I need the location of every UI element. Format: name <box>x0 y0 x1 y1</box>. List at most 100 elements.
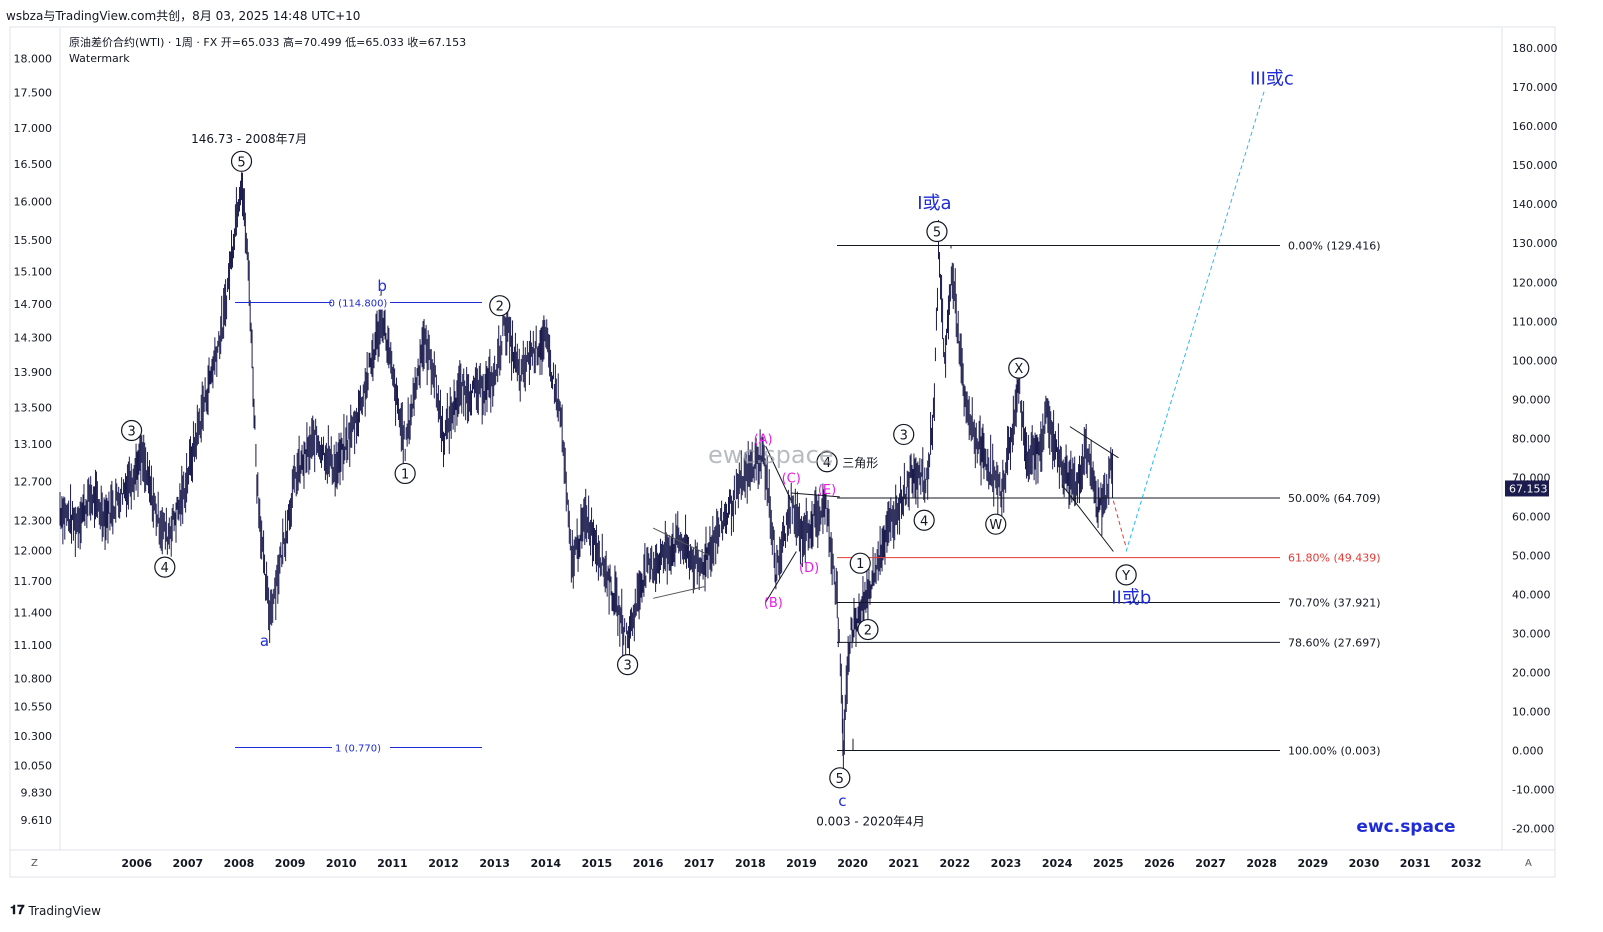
triangle-line <box>653 586 705 599</box>
right-axis-tick: 110.000 <box>1512 315 1558 328</box>
x-axis-tick: 2012 <box>428 857 459 870</box>
left-axis-tick: 12.300 <box>14 514 53 527</box>
right-axis-tick: 50.000 <box>1512 549 1551 562</box>
left-axis-tick: 12.700 <box>14 476 53 489</box>
left-axis-tick: 14.300 <box>14 332 53 345</box>
wave-label: 3 <box>127 425 135 440</box>
annotation: 146.73 - 2008年7月 <box>191 132 307 146</box>
fib-level-label: 78.60% (27.697) <box>1288 636 1381 649</box>
blue-fib-label-bg <box>332 295 390 310</box>
wave-label: Y <box>1121 569 1130 584</box>
wave-label: 5 <box>836 772 844 787</box>
wave-label: c <box>838 792 846 810</box>
x-axis-tick: 2025 <box>1093 857 1124 870</box>
wave-label: a <box>260 632 269 650</box>
right-axis-tick: 150.000 <box>1512 159 1558 172</box>
wave-label: b <box>377 277 387 295</box>
right-axis-tick: 180.000 <box>1512 42 1558 55</box>
symbol-info: 原油差价合约(WTI) · 1周 · FX 开=65.033 高=70.499 … <box>69 36 467 49</box>
left-axis-tick: 15.100 <box>14 266 53 279</box>
x-axis-tick: 2029 <box>1297 857 1328 870</box>
wave-label-circle <box>857 618 879 641</box>
x-axis-tick: 2023 <box>991 857 1022 870</box>
last-price-badge <box>1505 480 1549 497</box>
right-axis-tick: 30.000 <box>1512 627 1551 640</box>
blue-fib-label-bg <box>332 740 390 755</box>
right-axis-tick: 170.000 <box>1512 81 1558 94</box>
left-axis-tick: 14.700 <box>14 298 53 311</box>
left-axis-tick: 15.500 <box>14 234 53 247</box>
fib-level-label: 70.70% (37.921) <box>1288 597 1381 610</box>
left-axis-tick: 10.300 <box>14 730 53 743</box>
x-axis-tick: 2026 <box>1144 857 1175 870</box>
right-axis-tick: 20.000 <box>1512 666 1551 679</box>
x-axis-tick: 2030 <box>1349 857 1380 870</box>
tradingview-brand: TradingView <box>28 903 101 918</box>
annotation: 0.003 - 2020年4月 <box>816 815 925 829</box>
wave-label-circle <box>913 509 935 531</box>
right-axis-tick: 100.000 <box>1512 354 1558 367</box>
left-axis-tick: 9.830 <box>21 787 53 800</box>
right-axis-tick: 40.000 <box>1512 588 1551 601</box>
x-axis-tick: 2028 <box>1246 857 1277 870</box>
x-axis-tick: 2017 <box>684 857 715 870</box>
zoom-reset-button[interactable]: Z <box>31 858 38 869</box>
right-axis-tick: 80.000 <box>1512 432 1551 445</box>
x-axis-tick: 2027 <box>1195 857 1226 870</box>
x-axis-tick: 2013 <box>479 857 510 870</box>
x-axis-tick: 2021 <box>888 857 919 870</box>
chart-watermark: ewc.space <box>708 441 834 469</box>
wave-label: (B) <box>764 596 783 611</box>
wave-label: (E) <box>818 483 836 498</box>
wave-label: 2 <box>496 300 504 315</box>
wave-label: (D) <box>799 561 819 576</box>
left-axis-tick: 13.500 <box>14 402 53 415</box>
annotation: III或c <box>1250 68 1294 89</box>
x-axis-tick: 2018 <box>735 857 766 870</box>
wave-label: 3 <box>623 659 631 674</box>
wave-label-circle <box>616 654 639 676</box>
left-axis-tick: 10.800 <box>14 672 53 685</box>
right-axis-tick: 60.000 <box>1512 510 1551 523</box>
wave-label-circle <box>985 513 1007 535</box>
x-axis-tick: 2031 <box>1400 857 1431 870</box>
x-axis-tick: 2008 <box>224 857 255 870</box>
last-price-label: 67.153 <box>1509 482 1548 495</box>
wave-label: 4 <box>823 456 831 471</box>
publish-info: wsbza与TradingView.com共创，8月 03, 2025 14:4… <box>6 9 361 23</box>
fib-level-label: 100.00% (0.003) <box>1288 744 1381 757</box>
wave-label-circle <box>829 767 851 789</box>
right-axis-tick: 160.000 <box>1512 120 1558 133</box>
wave-label-circle <box>1008 357 1030 379</box>
fib-level-label: 0.00% (129.416) <box>1288 240 1381 253</box>
wave-label: 5 <box>933 226 941 241</box>
x-axis-tick: 2011 <box>377 857 408 870</box>
wave-label: 2 <box>864 624 872 639</box>
left-axis-tick: 16.500 <box>14 158 53 171</box>
triangle-line <box>765 445 792 501</box>
wave-label-circle <box>816 451 838 473</box>
wave-label-circle <box>394 462 416 485</box>
tradingview-logo[interactable]: 𝟏𝟕 TradingView <box>10 903 101 918</box>
left-axis-tick: 17.500 <box>14 87 53 100</box>
wave-label: 4 <box>161 561 169 576</box>
fib-level-label: 61.80% (49.439) <box>1288 552 1381 565</box>
wave-label-circle <box>926 220 948 243</box>
left-axis-tick: 13.900 <box>14 366 53 379</box>
left-axis-tick: 10.550 <box>14 701 53 714</box>
fib-level-label: 50.00% (64.709) <box>1288 492 1381 505</box>
left-axis-tick: 11.100 <box>14 639 53 652</box>
wave-label-circle <box>849 552 871 574</box>
wave-label-circle <box>120 419 143 442</box>
left-axis-tick: 17.000 <box>14 122 53 135</box>
wave-label-circle <box>154 556 176 578</box>
x-axis-tick: 2032 <box>1451 857 1482 870</box>
wave-label: 4 <box>920 514 928 529</box>
annotation: I或a <box>917 193 951 214</box>
chart-frame <box>9 26 1556 878</box>
blue-fib-label: 0 (114.800) <box>329 299 388 310</box>
auto-scale-button[interactable]: A <box>1525 858 1532 869</box>
x-axis-tick: 2022 <box>940 857 971 870</box>
x-axis-tick: 2007 <box>173 857 204 870</box>
